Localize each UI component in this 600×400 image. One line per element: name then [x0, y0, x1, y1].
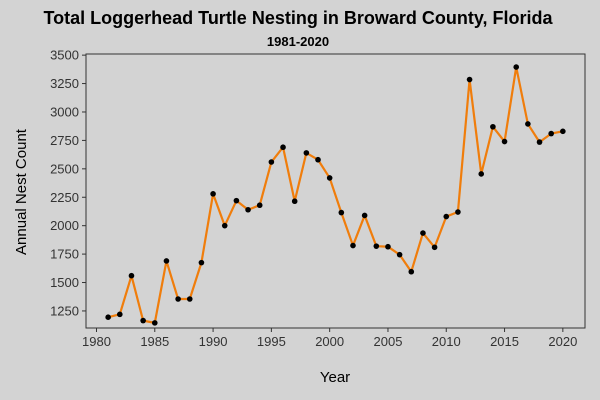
data-point	[385, 243, 391, 250]
y-tick-label: 2250	[50, 190, 79, 205]
y-tick-label: 2500	[50, 161, 79, 176]
data-point	[256, 202, 263, 209]
data-point	[478, 171, 485, 177]
data-point	[408, 268, 415, 275]
data-point	[501, 138, 508, 145]
data-point	[221, 222, 228, 229]
data-point	[117, 311, 123, 318]
data-point	[420, 230, 426, 236]
data-point	[291, 198, 298, 205]
y-tick-label: 2000	[50, 218, 79, 233]
data-point	[361, 212, 368, 219]
y-tick-label: 3000	[50, 104, 79, 119]
data-point	[373, 243, 380, 249]
y-tick-label: 3500	[50, 48, 79, 63]
x-tick-label: 2005	[374, 334, 403, 349]
data-point	[560, 128, 566, 135]
plot-panel	[85, 53, 586, 329]
data-point	[455, 209, 461, 215]
data-point	[140, 317, 146, 324]
data-point	[198, 259, 205, 266]
data-point	[525, 121, 531, 127]
series-line	[107, 65, 564, 324]
data-point	[490, 123, 496, 130]
y-tick-label: 2750	[50, 133, 79, 148]
data-point	[128, 272, 135, 279]
data-point	[315, 156, 321, 163]
x-tick-label: 2015	[490, 334, 519, 349]
data-point	[280, 144, 286, 151]
data-point	[431, 244, 438, 251]
x-tick-label: 1985	[140, 334, 169, 349]
data-point	[326, 175, 333, 181]
y-tick-label: 1500	[50, 275, 79, 290]
series-layer	[105, 64, 566, 326]
data-point	[105, 314, 111, 320]
y-axis: 1250 1500 1750 2000 2250 2500 2750 3000 3250 3500	[50, 48, 86, 318]
data-point	[233, 197, 240, 204]
data-point	[268, 159, 275, 165]
data-point	[245, 206, 251, 213]
data-point	[163, 258, 170, 264]
data-point	[513, 64, 520, 70]
x-tick-label: 1995	[257, 334, 286, 349]
data-point	[175, 296, 181, 302]
x-axis-label: Year	[320, 369, 350, 386]
data-point	[466, 76, 473, 83]
x-tick-label: 1990	[199, 334, 228, 349]
data-point	[396, 251, 403, 258]
y-tick-label: 3250	[50, 76, 79, 91]
data-point	[338, 209, 345, 216]
data-point	[303, 150, 310, 156]
data-point	[186, 296, 193, 302]
x-tick-label: 2000	[315, 334, 344, 349]
chart-subtitle: 1981-2020	[267, 34, 329, 49]
data-point	[151, 320, 158, 326]
data-point	[548, 130, 554, 137]
x-tick-label: 1980	[82, 334, 111, 349]
data-point	[350, 242, 356, 249]
y-axis-label: Annual Nest Count	[13, 128, 30, 255]
data-point	[536, 139, 543, 145]
data-point	[443, 213, 450, 220]
x-axis: 1980 1985 1990 1995 2000 2005 2010 2015 2020	[82, 328, 577, 349]
y-tick-label: 1250	[50, 303, 79, 318]
x-tick-label: 2020	[548, 334, 577, 349]
x-tick-label: 2010	[432, 334, 461, 349]
data-point	[210, 191, 216, 197]
chart-title: Total Loggerhead Turtle Nesting in Browa…	[43, 8, 553, 28]
y-tick-label: 1750	[50, 247, 79, 262]
